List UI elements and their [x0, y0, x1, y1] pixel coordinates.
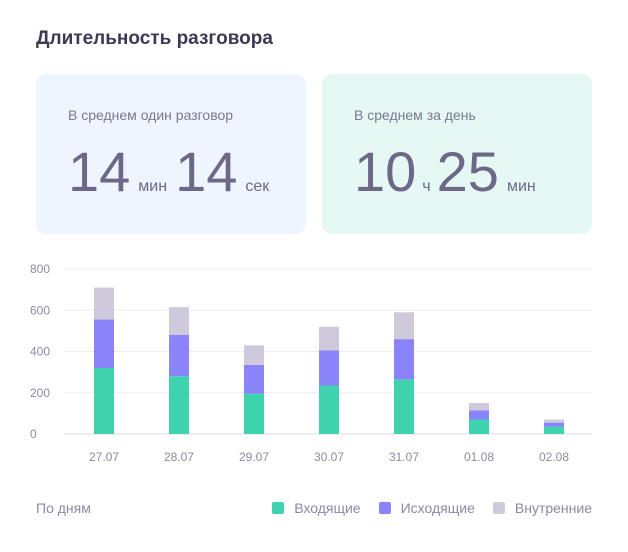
- duration-bar-chart: 0 200 400 600 800 27.07 28.07 29.07 30.07 31.07 01…: [30, 262, 592, 464]
- page-title: Длительность разговора: [36, 28, 273, 49]
- legend-label: Входящие: [294, 500, 361, 516]
- bar-segment-outgoing[interactable]: [94, 319, 114, 368]
- bar-segment-internal[interactable]: [394, 312, 414, 340]
- avg-day-minutes: 25: [436, 140, 499, 203]
- avg-day-card: В среднем за день 10 ч 25 мин: [322, 74, 592, 234]
- y-tick-label: 0: [30, 427, 37, 441]
- legend-swatch: [378, 502, 391, 514]
- y-tick-label: 800: [30, 262, 50, 276]
- by-days-label: По дням: [36, 500, 91, 516]
- y-tick-label: 400: [30, 345, 50, 359]
- legend-item-incoming[interactable]: Входящие: [272, 500, 361, 516]
- x-tick-label: 30.07: [314, 450, 344, 464]
- y-tick-label: 200: [30, 386, 50, 400]
- x-tick-label: 01.08: [464, 450, 494, 464]
- avg-day-label: В среднем за день: [354, 107, 476, 123]
- avg-call-minutes: 14: [68, 140, 131, 203]
- bar-segment-internal[interactable]: [319, 326, 339, 351]
- avg-call-seconds: 14: [175, 140, 238, 203]
- legend-label: Исходящие: [400, 500, 475, 516]
- bar-segment-incoming[interactable]: [544, 426, 564, 434]
- avg-call-seconds-unit: сек: [245, 178, 270, 195]
- bar-segment-internal[interactable]: [169, 307, 189, 335]
- bar-segment-outgoing[interactable]: [544, 422, 564, 427]
- legend-items: Входящие Исходящие Внутренние: [272, 500, 592, 516]
- avg-call-card: В среднем один разговор 14 мин 14 сек: [36, 74, 306, 234]
- avg-call-label: В среднем один разговор: [68, 107, 234, 123]
- avg-call-value: 14 мин 14 сек: [68, 144, 277, 200]
- chart-legend: По дням Входящие Исходящие Внутренние: [36, 500, 592, 520]
- avg-call-minutes-unit: мин: [138, 178, 168, 195]
- x-tick-label: 29.07: [239, 450, 269, 464]
- y-tick-label: 600: [30, 303, 50, 317]
- x-tick-label: 31.07: [389, 450, 419, 464]
- legend-swatch: [272, 502, 285, 514]
- bar-segment-incoming[interactable]: [169, 376, 189, 434]
- legend-item-outgoing[interactable]: Исходящие: [378, 500, 475, 516]
- bar-segment-incoming[interactable]: [394, 379, 414, 434]
- legend-swatch: [492, 502, 505, 514]
- bar-segment-outgoing[interactable]: [319, 350, 339, 386]
- x-tick-label: 27.07: [89, 450, 119, 464]
- bar-segment-internal[interactable]: [544, 419, 564, 423]
- bar-segment-outgoing[interactable]: [169, 335, 189, 377]
- bar-segment-incoming[interactable]: [244, 393, 264, 434]
- bar-segment-internal[interactable]: [244, 345, 264, 365]
- x-tick-label: 28.07: [164, 450, 194, 464]
- bar-segment-outgoing[interactable]: [469, 410, 489, 420]
- bar-segment-internal[interactable]: [94, 287, 114, 320]
- bar-segment-incoming[interactable]: [94, 368, 114, 434]
- bar-segment-internal[interactable]: [469, 403, 489, 411]
- legend-label: Внутренние: [514, 500, 592, 516]
- avg-day-hours: 10: [354, 140, 417, 203]
- bar-segment-incoming[interactable]: [319, 385, 339, 434]
- bar-segment-outgoing[interactable]: [244, 364, 264, 394]
- avg-day-value: 10 ч 25 мин: [354, 144, 544, 200]
- bar-segment-incoming[interactable]: [469, 419, 489, 434]
- bar-segment-outgoing[interactable]: [394, 339, 414, 380]
- legend-item-internal[interactable]: Внутренние: [492, 500, 592, 516]
- x-tick-label: 02.08: [539, 450, 569, 464]
- avg-day-hours-unit: ч: [422, 178, 431, 195]
- avg-day-minutes-unit: мин: [506, 178, 536, 195]
